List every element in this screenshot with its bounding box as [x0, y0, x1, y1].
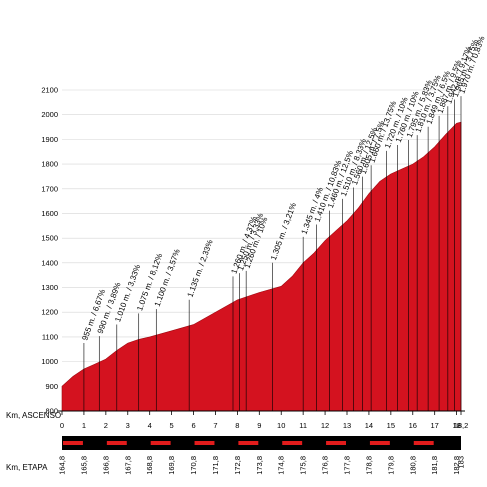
x-tick-label-etapa: 178,8 — [364, 456, 373, 475]
x-tick-label-etapa: 175,8 — [299, 456, 308, 475]
x-tick-label-ascenso: 2 — [104, 421, 108, 430]
km-bar-segment — [150, 441, 171, 445]
annotation-label: 1.305 m. / 3,21% — [269, 202, 298, 262]
x-tick-label-etapa: 180,8 — [408, 456, 417, 475]
y-tick-label: 1800 — [41, 160, 58, 169]
x-tick-label-etapa: 174,8 — [277, 456, 286, 475]
x-tick-label-ascenso: 18 — [452, 421, 460, 430]
km-bar-segment — [435, 441, 456, 445]
x-tick-label-etapa: 168,8 — [145, 456, 154, 475]
y-tick-label: 2000 — [41, 110, 58, 119]
x-tick-label-etapa: 170,8 — [189, 456, 198, 475]
y-axis: 800 900 1000 1100 1200 1300 1400 1500 1600 1700 18… — [41, 86, 58, 416]
x-tick-label-ascenso: 15 — [387, 421, 395, 430]
x-tick-label-ascenso: 1 — [82, 421, 86, 430]
x-tick-label-etapa: 179,8 — [386, 456, 395, 475]
km-bar-segment — [260, 441, 281, 445]
x-tick-label-ascenso: 11 — [299, 421, 307, 430]
km-bar-segment — [348, 441, 368, 445]
x-tick-label-etapa: 165,8 — [79, 456, 88, 475]
profile-area — [61, 121, 462, 412]
x-tick-label-ascenso: 12 — [321, 421, 329, 430]
y-tick-label: 1200 — [41, 308, 58, 317]
km-bar-segment — [326, 441, 346, 445]
y-tick-label: 1700 — [41, 184, 58, 193]
x-tick-label-ascenso: 14 — [365, 421, 373, 430]
x-tick-label-ascenso: 9 — [257, 421, 261, 430]
km-bar-segment — [128, 441, 149, 445]
km-bar-segment — [413, 441, 434, 445]
y-tick-label: 2100 — [41, 86, 58, 95]
km-bar-segment — [304, 441, 325, 445]
x-tick-label-ascenso: 16 — [409, 421, 417, 430]
x-axis: Km, ASCENSO Km, ETAPA 0 1 2 3 4 5 6 7 8 9 10 11 12 13… — [6, 410, 469, 475]
y-tick-label: 1000 — [41, 357, 58, 366]
x-tick-label-ascenso: 3 — [126, 421, 130, 430]
km-bar-segment — [238, 441, 259, 445]
km-bar-segment — [63, 441, 83, 445]
x-tick-label-ascenso: 0 — [60, 421, 64, 430]
y-tick-label: 1400 — [41, 258, 58, 267]
x-tick-label-etapa: 173,8 — [255, 456, 264, 475]
x-tick-label-etapa: 164,8 — [58, 456, 67, 475]
y-tick-label: 1500 — [41, 234, 58, 243]
annotation-drop-lines — [83, 96, 462, 411]
km-bar-segment — [391, 441, 412, 445]
x-tick-label-etapa: 177,8 — [343, 456, 352, 475]
x-tick-label-ascenso: 5 — [170, 421, 174, 430]
x-tick-label-etapa: 176,8 — [321, 456, 330, 475]
y-tick-label: 1900 — [41, 135, 58, 144]
x-tick-label-ascenso: 17 — [431, 421, 439, 430]
km-bar-segment — [282, 441, 303, 445]
x-tick-label-etapa: 169,8 — [167, 456, 176, 475]
y-tick-label: 1300 — [41, 283, 58, 292]
km-bar-segment — [84, 441, 105, 445]
km-bar-segment — [369, 441, 390, 445]
km-bar-segment — [106, 441, 127, 445]
km-bar-segment — [172, 441, 193, 445]
annotation-label: 1.135 m. / 2,33% — [186, 239, 215, 299]
y-tick-label: 1100 — [42, 332, 58, 341]
x-axis-label-etapa: Km, ETAPA — [6, 463, 48, 472]
x-tick-label-ascenso: 18,2 — [454, 421, 469, 430]
x-tick-label-ascenso: 6 — [191, 421, 195, 430]
km-bar-segment — [194, 441, 215, 445]
km-bar-segment — [216, 441, 237, 445]
x-tick-label-etapa: 182,8 — [452, 456, 461, 475]
x-axis-label-ascenso: Km, ASCENSO — [6, 411, 61, 420]
x-tick-label-ascenso: 8 — [235, 421, 239, 430]
x-tick-label-ascenso: 10 — [277, 421, 285, 430]
x-tick-label-ascenso: 4 — [148, 421, 152, 430]
x-tick-label-etapa: 183 — [457, 456, 466, 469]
y-tick-label: 800 — [45, 407, 58, 416]
x-tick-label-etapa: 167,8 — [123, 456, 132, 475]
x-tick-label-ascenso: 13 — [343, 421, 351, 430]
x-tick-label-etapa: 172,8 — [233, 456, 242, 475]
x-tick-label-etapa: 171,8 — [211, 456, 220, 475]
x-tick-label-etapa: 166,8 — [101, 456, 110, 475]
x-tick-label-etapa: 181,8 — [430, 456, 439, 475]
x-tick-label-ascenso: 7 — [213, 421, 217, 430]
y-tick-label: 900 — [45, 382, 58, 391]
profile-area-layer — [61, 121, 462, 412]
y-tick-label: 1600 — [41, 209, 58, 218]
